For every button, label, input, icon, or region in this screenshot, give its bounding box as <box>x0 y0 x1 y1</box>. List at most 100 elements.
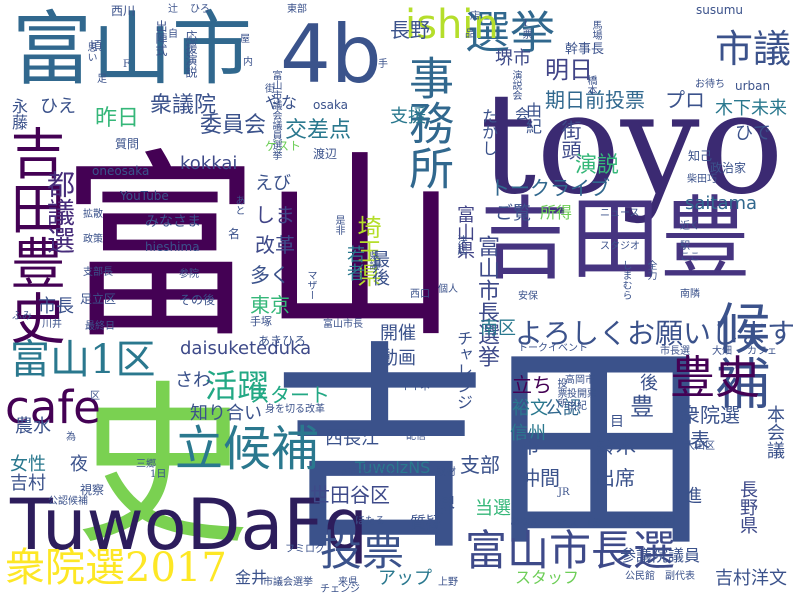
word-78: 世田谷区 <box>310 483 390 507</box>
word-137: ふみ <box>12 311 32 322</box>
word-89: アップ <box>378 568 432 589</box>
word-139: 拡散 <box>83 209 103 220</box>
word-115: 東部 <box>287 4 307 15</box>
word-15: 富山市長選 <box>465 526 676 575</box>
word-65: 豊 <box>630 393 654 421</box>
word-85: 市長 <box>38 296 74 317</box>
word-102: oneosaka <box>92 164 150 178</box>
word-47: 多く <box>250 263 290 287</box>
word-177: 思い <box>85 42 96 62</box>
word-75: 鈴木 <box>596 434 636 458</box>
word-36: 支援 <box>390 106 426 127</box>
word-157: 10000回 <box>625 514 676 528</box>
word-168: 区 <box>90 391 100 402</box>
word-14: 投票 <box>320 526 405 575</box>
word-192: F <box>123 59 130 70</box>
word-94: やな <box>265 93 298 112</box>
word-24: 富山市長選挙 <box>474 235 499 367</box>
word-45: しま <box>255 203 295 227</box>
word-46: 改革 <box>255 233 295 257</box>
word-118: 柴田巧 <box>687 174 717 185</box>
word-178: 応援演説 <box>184 30 198 78</box>
word-57: スタート <box>250 383 330 407</box>
word-110: 政治家 <box>710 161 747 175</box>
word-66: 衆院選 <box>680 403 740 427</box>
word-84: 夜 <box>70 454 88 475</box>
word-101: YouTube <box>120 189 169 203</box>
word-120: ここ <box>680 252 700 263</box>
word-107: 渡辺 <box>313 147 338 161</box>
word-147: office <box>341 467 369 478</box>
word-29: 木下未来 <box>715 98 787 119</box>
word-67: 本会議 <box>764 405 785 459</box>
word-16: cafe <box>5 381 101 434</box>
word-79: TuwolzNS <box>355 458 431 477</box>
word-80: 西長江 <box>325 428 379 449</box>
word-185: 決起 <box>455 235 466 255</box>
word-124: 市長選 <box>660 346 690 357</box>
word-40: saitama <box>685 193 758 214</box>
word-99: urban <box>735 79 771 93</box>
word-4: 史 <box>75 366 250 569</box>
word-86: ひえ <box>40 96 76 117</box>
word-126: 安保 <box>518 291 538 302</box>
word-196: 橋本 <box>585 75 596 95</box>
word-119: 近く <box>680 221 700 232</box>
word-72: 堺 <box>435 493 455 517</box>
word-17: 衆院選2017 <box>5 545 227 591</box>
word-113: お待ち <box>695 79 725 90</box>
word-136: 参院 <box>179 269 199 280</box>
word-132: 足立区 <box>80 292 117 306</box>
word-37: 街頭 <box>558 120 582 160</box>
word-194: 品 <box>465 29 475 40</box>
word-171: 自 <box>168 29 178 40</box>
word-62: 公認 <box>545 398 581 419</box>
word-44: えび <box>255 173 291 194</box>
word-180: 富山市議会議員選挙 <box>270 70 281 160</box>
word-2: toyo <box>480 63 784 226</box>
word-6: 4b <box>280 8 382 101</box>
word-22: 都議選 <box>43 170 76 254</box>
word-34: 委員会 <box>200 113 267 138</box>
word-10: 選挙 <box>465 6 556 59</box>
word-95: ひで <box>735 123 771 144</box>
word-111: 知己 <box>688 149 713 163</box>
word-138: 川井 <box>42 319 62 330</box>
word-145: 公認候補 <box>48 496 88 507</box>
word-161: 上野 <box>438 577 458 588</box>
word-12: 豊史 <box>670 351 761 404</box>
word-27: 期日前投票 <box>545 88 645 112</box>
word-55: daisuketeduka <box>180 338 312 359</box>
word-155: あなた <box>510 517 540 528</box>
word-146: 視察 <box>80 483 105 497</box>
word-191: JR <box>558 487 570 498</box>
word-61: 裕文 <box>512 398 548 419</box>
word-82: 女性 <box>10 454 46 475</box>
word-30: 堺市 <box>495 48 531 69</box>
word-20: 市議 <box>715 27 792 71</box>
word-63: 信州 <box>510 423 546 444</box>
word-90: スタッフ <box>515 568 580 587</box>
word-197: 1票 <box>520 18 531 39</box>
word-7: TuwoDaFq <box>10 484 369 566</box>
word-182: しまむら <box>620 260 631 300</box>
word-162: 公民館 <box>625 571 655 582</box>
word-167: 目 <box>610 414 624 430</box>
word-76: 仲間 <box>520 466 560 490</box>
word-83: 吉村 <box>10 473 46 494</box>
word-150: 高岡市 <box>565 375 595 386</box>
word-154: ほたる <box>355 516 385 527</box>
word-121: 南隣 <box>680 289 700 300</box>
word-64: 後 <box>640 373 658 394</box>
word-103: hieshima <box>145 240 200 254</box>
word-18: 富山1区 <box>10 337 156 383</box>
word-59: チャレンジ <box>454 330 473 410</box>
word-21: 活躍 <box>205 367 270 405</box>
word-9: 吉田豊史 <box>1 125 65 345</box>
word-54: 動画 <box>380 348 416 369</box>
word-23: よろしくお願いします <box>515 317 796 350</box>
word-92: 吉村洋文 <box>715 568 787 589</box>
word-179: 出陣式 <box>154 20 168 56</box>
word-58: 知り合い <box>190 403 262 424</box>
word-186: 県議 <box>367 250 378 270</box>
